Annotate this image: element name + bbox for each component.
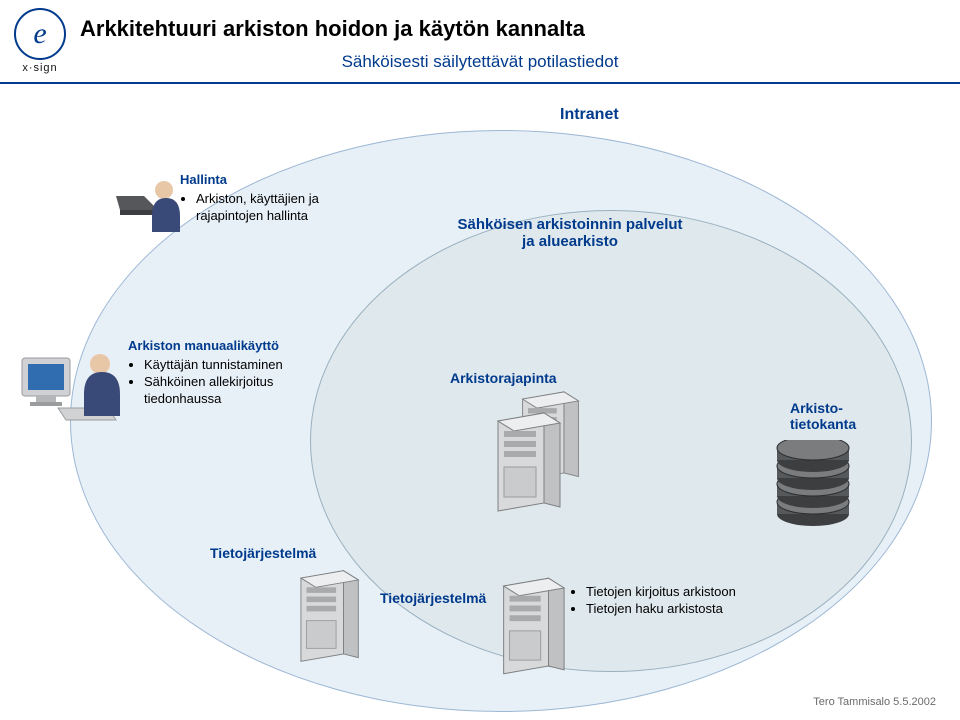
page-subtitle: Sähköisesti säilytettävät potilastiedot (0, 52, 960, 72)
arkistorajapinta-label: Arkistorajapinta (450, 370, 557, 386)
header-divider (0, 82, 960, 84)
manual-person-icon (18, 350, 126, 435)
cloud-label: Sähköisen arkistoinnin palvelutja aluear… (380, 216, 760, 250)
tj-bullet-1: Tietojen haku arkistosta (586, 601, 850, 618)
db-disk-stack-icon (768, 440, 858, 540)
manual-heading: Arkiston manuaalikäyttö (128, 338, 328, 355)
manual-bullet-0: Käyttäjän tunnistaminen (144, 357, 328, 374)
hallinta-bullet-0: Arkiston, käyttäjien ja rajapintojen hal… (196, 191, 330, 225)
tj1-label: Tietojärjestelmä (210, 545, 316, 561)
tj-bullets-block: Tietojen kirjoitus arkistoon Tietojen ha… (570, 582, 850, 618)
hallinta-person-icon (114, 176, 184, 245)
logo-glyph: e (33, 17, 46, 51)
tj-bullets: Tietojen kirjoitus arkistoon Tietojen ha… (570, 584, 850, 618)
api-server-front-icon (484, 406, 564, 523)
hallinta-bullets: Arkiston, käyttäjien ja rajapintojen hal… (180, 191, 330, 225)
manual-block: Arkiston manuaalikäyttö Käyttäjän tunnis… (128, 338, 328, 408)
tj-bullet-0: Tietojen kirjoitus arkistoon (586, 584, 850, 601)
manual-bullet-1: Sähköinen allekirjoitus tiedonhaussa (144, 374, 328, 408)
db-label: Arkisto-tietokanta (790, 400, 910, 432)
footer-text: Tero Tammisalo 5.5.2002 (813, 696, 936, 708)
page-title: Arkkitehtuuri arkiston hoidon ja käytön … (80, 16, 585, 42)
tj2-label: Tietojärjestelmä (380, 590, 486, 606)
intranet-label: Intranet (560, 106, 619, 124)
slide-page: e x·sign Arkkitehtuuri arkiston hoidon j… (0, 0, 960, 720)
hallinta-block: Hallinta Arkiston, käyttäjien ja rajapin… (180, 172, 330, 225)
hallinta-heading: Hallinta (180, 172, 330, 189)
manual-bullets: Käyttäjän tunnistaminen Sähköinen alleki… (128, 357, 328, 408)
tj2-server-icon (490, 572, 568, 685)
tj1-server-icon (288, 564, 362, 673)
